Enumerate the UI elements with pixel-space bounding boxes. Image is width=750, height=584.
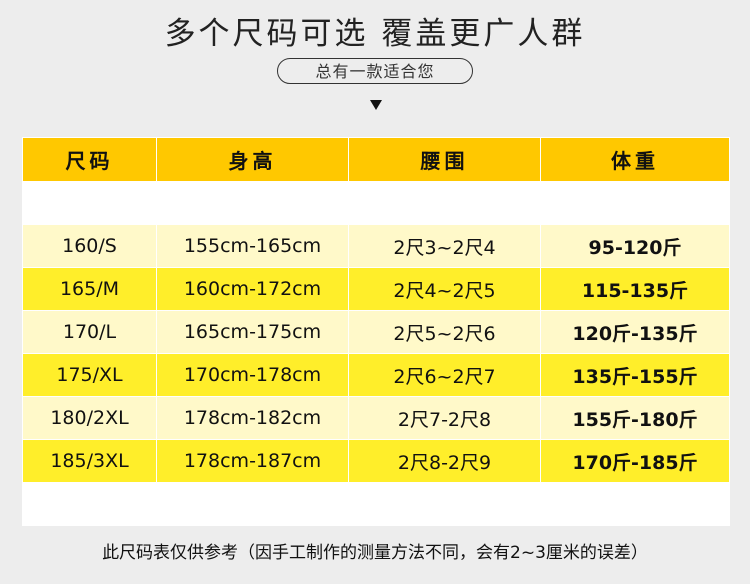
cell-weight: 155斤-180斤 — [540, 396, 730, 440]
blank-row — [22, 482, 730, 526]
cell-waist: 2尺8-2尺9 — [348, 439, 541, 483]
cell-weight: 115-135斤 — [540, 267, 730, 311]
cell-height: 160cm-172cm — [156, 267, 349, 311]
cell-size: 185/3XL — [22, 439, 157, 483]
cell-weight: 95-120斤 — [540, 224, 730, 268]
cell-size: 175/XL — [22, 353, 157, 397]
cell-size: 165/M — [22, 267, 157, 311]
table-row: 170/L 165cm-175cm 2尺5~2尺6 120斤-135斤 — [22, 310, 730, 354]
down-arrow-icon — [370, 100, 382, 110]
table-header: 尺码 身高 腰围 体重 — [22, 137, 730, 182]
table-row: 180/2XL 178cm-182cm 2尺7-2尺8 155斤-180斤 — [22, 396, 730, 440]
header-weight: 体重 — [540, 137, 730, 182]
cell-size: 160/S — [22, 224, 157, 268]
cell-size: 170/L — [22, 310, 157, 354]
cell-height: 178cm-187cm — [156, 439, 349, 483]
size-table: 尺码 身高 腰围 体重 160/S 155cm-165cm 2尺3~2尺4 95-12… — [22, 137, 730, 526]
cell-height: 155cm-165cm — [156, 224, 349, 268]
cell-height: 178cm-182cm — [156, 396, 349, 440]
subtitle-badge: 总有一款适合您 — [277, 58, 473, 84]
table-row: 185/3XL 178cm-187cm 2尺8-2尺9 170斤-185斤 — [22, 439, 730, 483]
cell-weight: 170斤-185斤 — [540, 439, 730, 483]
cell-weight: 135斤-155斤 — [540, 353, 730, 397]
cell-size: 180/2XL — [22, 396, 157, 440]
cell-weight: 120斤-135斤 — [540, 310, 730, 354]
cell-height: 165cm-175cm — [156, 310, 349, 354]
table-row: 175/XL 170cm-178cm 2尺6~2尺7 135斤-155斤 — [22, 353, 730, 397]
header-size: 尺码 — [22, 137, 157, 182]
cell-height: 170cm-178cm — [156, 353, 349, 397]
blank-row — [22, 181, 730, 225]
cell-waist: 2尺5~2尺6 — [348, 310, 541, 354]
cell-waist: 2尺7-2尺8 — [348, 396, 541, 440]
cell-waist: 2尺6~2尺7 — [348, 353, 541, 397]
table-row: 165/M 160cm-172cm 2尺4~2尺5 115-135斤 — [22, 267, 730, 311]
header-height: 身高 — [156, 137, 349, 182]
header-waist: 腰围 — [348, 137, 541, 182]
cell-waist: 2尺4~2尺5 — [348, 267, 541, 311]
table-row: 160/S 155cm-165cm 2尺3~2尺4 95-120斤 — [22, 224, 730, 268]
page-title: 多个尺码可选 覆盖更广人群 — [164, 16, 586, 52]
footnote: 此尺码表仅供参考（因手工制作的测量方法不同，会有2~3厘米的误差） — [102, 543, 648, 563]
cell-waist: 2尺3~2尺4 — [348, 224, 541, 268]
